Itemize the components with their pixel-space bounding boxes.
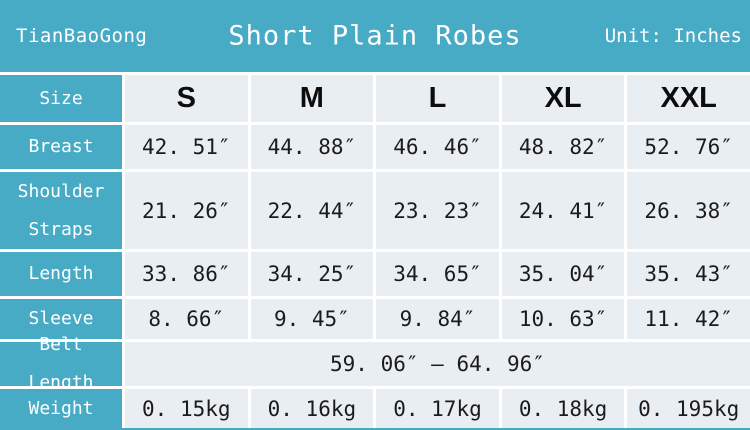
table-cell-shoulder-l: 23. 23″ [376,172,499,249]
brand-name: TianBaoGong [16,25,148,47]
table-cell-weight-s: 0. 15kg [125,389,248,428]
table-cell-breast-s: 42. 51″ [125,125,248,169]
size-table: Size S M L XL XXL Breast 42. 51″ 44. 88″… [0,75,750,428]
header-band: TianBaoGong Short Plain Robes Unit: Inch… [0,0,750,72]
table-cell-length-xxl: 35. 43″ [627,252,750,296]
unit-label: Unit: Inches [604,25,742,47]
table-cell-breast-xxl: 52. 76″ [627,125,750,169]
table-cell-breast-m: 44. 88″ [250,125,374,169]
table-cell-shoulder-m: 22. 44″ [250,172,374,249]
table-cell-sleeve-s: 8. 66″ [125,299,248,339]
table-cell-sleeve-xxl: 11. 42″ [627,299,750,339]
table-cell-weight-xxl: 0. 195kg [627,389,750,428]
table-cell-breast-xl: 48. 82″ [501,125,625,169]
table-bottom-border [0,428,750,430]
size-col-header-l: L [376,75,499,122]
belt-range-cell: 59. 06″ – 64. 96″ [125,342,750,386]
table-cell-shoulder-s: 21. 26″ [125,172,248,249]
row-label-belt-length: Belt Length [0,334,122,393]
size-col-header-xxl: XXL [627,75,750,122]
table-cell-sleeve-m: 9. 45″ [250,299,374,339]
size-col-header-xl: XL [501,75,625,122]
table-cell-weight-l: 0. 17kg [376,389,499,428]
page-title: Short Plain Robes [228,20,522,52]
row-label-sleeve: Sleeve [0,299,122,339]
size-col-header-s: S [125,75,248,122]
table-cell-length-l: 34. 65″ [376,252,499,296]
table-cell-weight-m: 0. 16kg [250,389,374,428]
table-cell-shoulder-xxl: 26. 38″ [627,172,750,249]
row-label-length: Length [0,252,122,296]
row-label-size: Size [0,75,122,122]
row-label-weight: Weight [0,389,122,428]
table-cell-sleeve-xl: 10. 63″ [501,299,625,339]
table-cell-breast-l: 46. 46″ [376,125,499,169]
table-cell-sleeve-l: 9. 84″ [376,299,499,339]
table-cell-length-m: 34. 25″ [250,252,374,296]
table-cell-shoulder-xl: 24. 41″ [501,172,625,249]
table-cell-length-xl: 35. 04″ [501,252,625,296]
row-label-shoulder-straps: Shoulder Straps [0,172,122,249]
table-cell-weight-xl: 0. 18kg [501,389,625,428]
table-cell-length-s: 33. 86″ [125,252,248,296]
row-label-breast: Breast [0,125,122,169]
size-col-header-m: M [250,75,374,122]
